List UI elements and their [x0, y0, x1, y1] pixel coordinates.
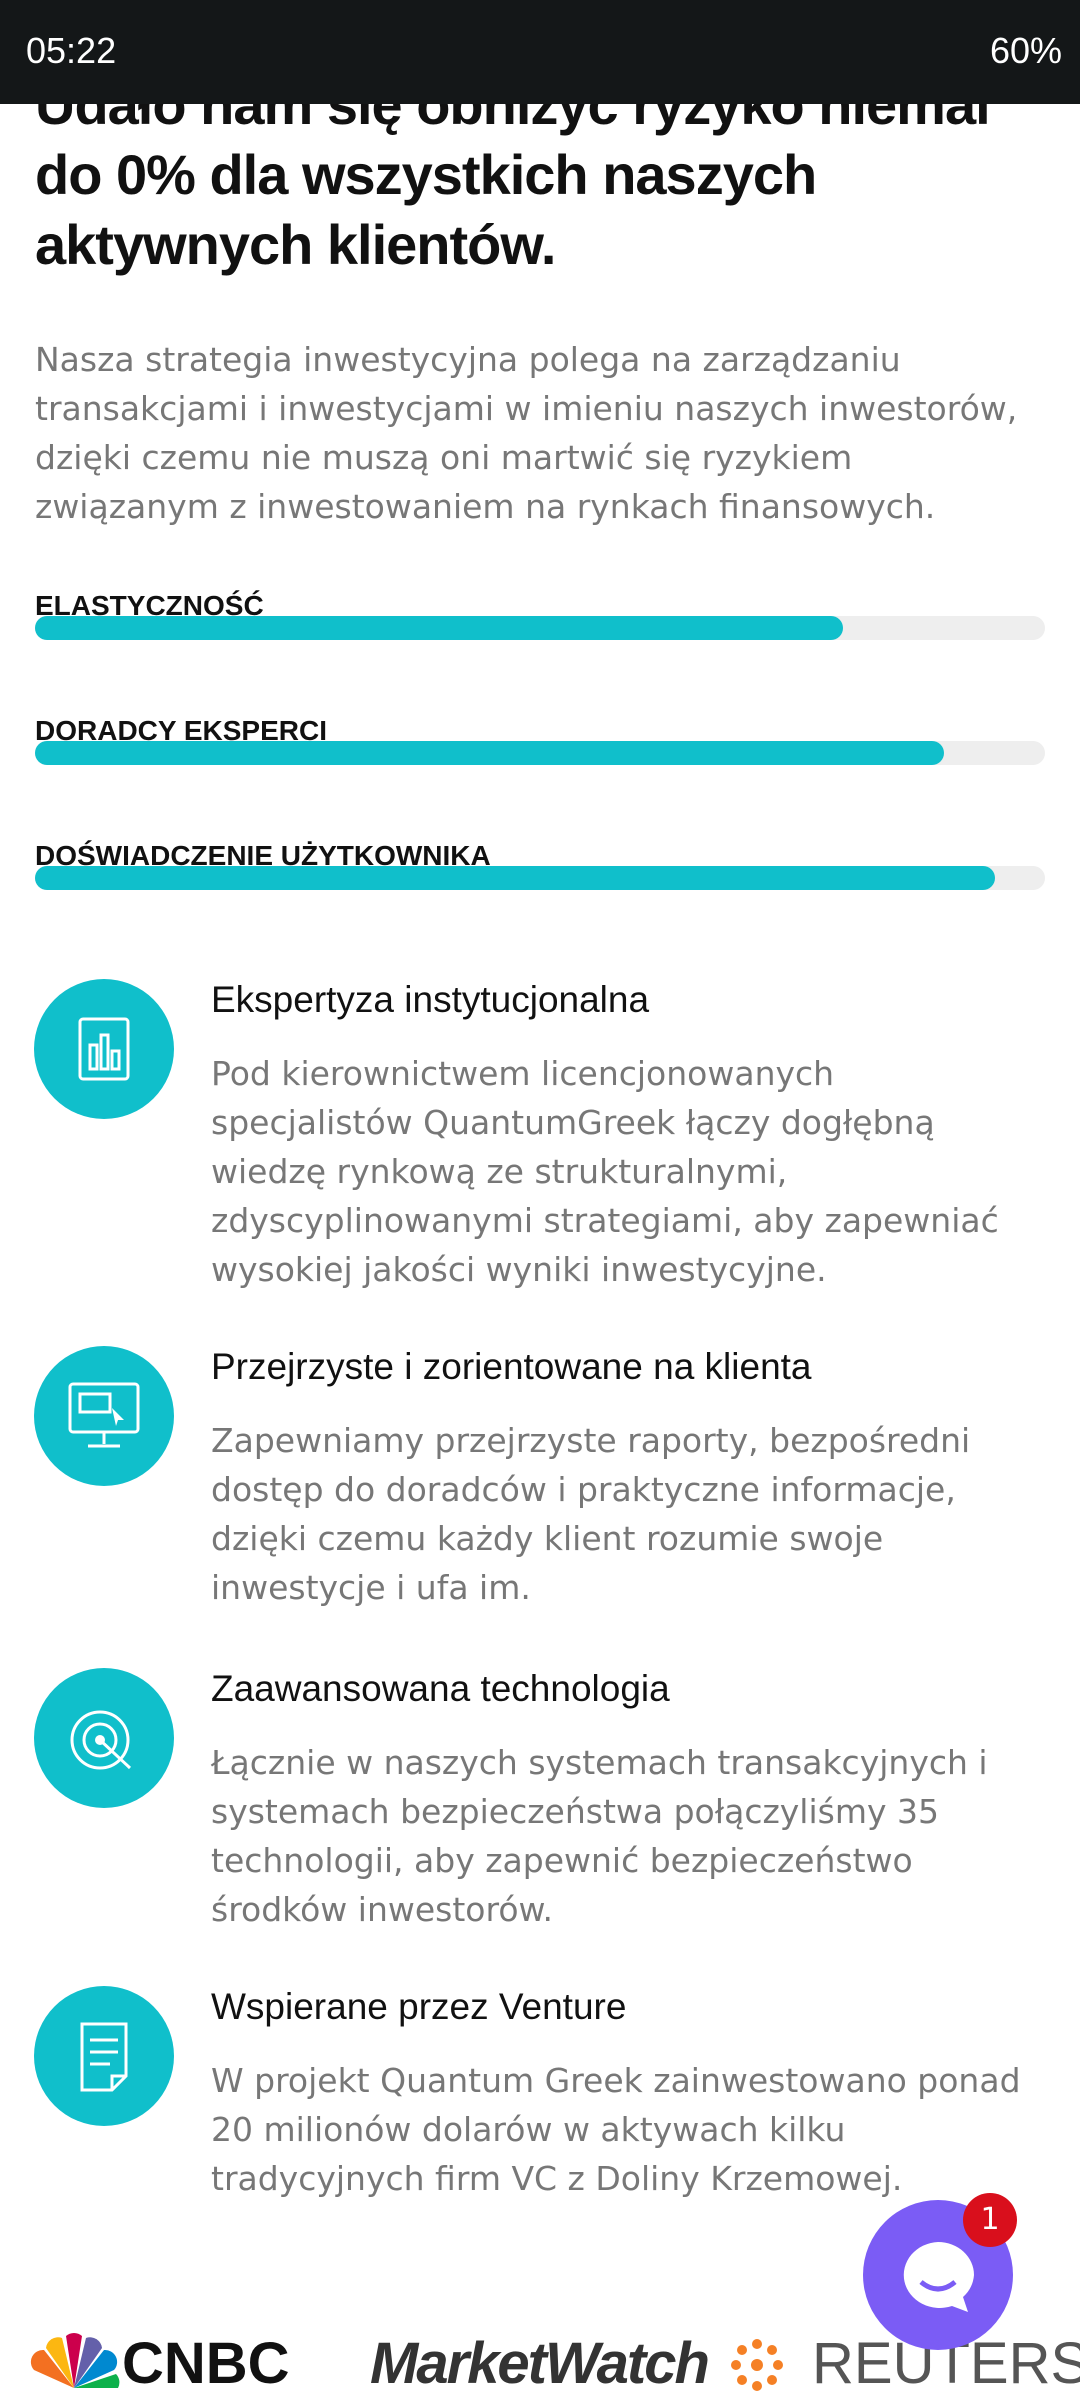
feature-title: Zaawansowana technologia [211, 1668, 670, 1709]
feature-text: Zapewniamy przejrzyste raporty, bezpośre… [211, 1421, 971, 1607]
progress-bar [35, 866, 995, 890]
skill-label: DORADCY EKSPERCI [35, 715, 327, 746]
feature-icon [34, 1986, 174, 2126]
feature-icon [34, 1346, 174, 1486]
press-logos: CNBC MarketWatch REUTERS [0, 2330, 1080, 2400]
progress-bar [35, 741, 944, 765]
progress-bar [35, 616, 843, 640]
status-bar: 05:22 60% [0, 0, 1080, 104]
feature-icon [34, 979, 174, 1119]
feature-text: Pod kierownictwem licencjonowanych specj… [211, 1054, 999, 1289]
feature-title: Przejrzyste i zorientowane na klienta [211, 1346, 812, 1387]
icon [80, 2022, 128, 2092]
reuters-mark [731, 2339, 783, 2391]
description: Nasza strategia inwestycyjna polega na z… [35, 340, 1018, 526]
feature-text: W projekt Quantum Greek zainwestowano po… [211, 2061, 1021, 2198]
icon [68, 1382, 140, 1448]
chat-icon [903, 2242, 974, 2312]
skill: ELASTYCZNOŚĆ [35, 590, 1045, 640]
logo: MarketWatch [370, 2331, 710, 2396]
chat-badge: 1 [963, 2193, 1017, 2247]
battery: 60% [989, 30, 1062, 71]
icon [78, 1017, 130, 1081]
progress-track [35, 866, 1045, 890]
skill-label: DOŚWIADCZENIE UŻYTKOWNIKA [35, 840, 491, 871]
skill: DORADCY EKSPERCI [35, 715, 1045, 765]
logo: CNBC [122, 2331, 290, 2396]
feature-icon [34, 1668, 174, 1808]
skill-label: ELASTYCZNOŚĆ [35, 590, 264, 621]
feature-title: Wspierane przez Venture [211, 1986, 627, 2027]
icon [70, 1710, 132, 1770]
time: 05:22 [26, 30, 117, 71]
cnbc-peacock [30, 2332, 120, 2388]
feature-text: Łącznie w naszych systemach transakcyjny… [211, 1743, 988, 1929]
feature-title: Ekspertyza instytucjonalna [211, 979, 650, 1020]
progress-track [35, 741, 1045, 765]
progress-track [35, 616, 1045, 640]
skill: DOŚWIADCZENIE UŻYTKOWNIKA [35, 840, 1045, 890]
